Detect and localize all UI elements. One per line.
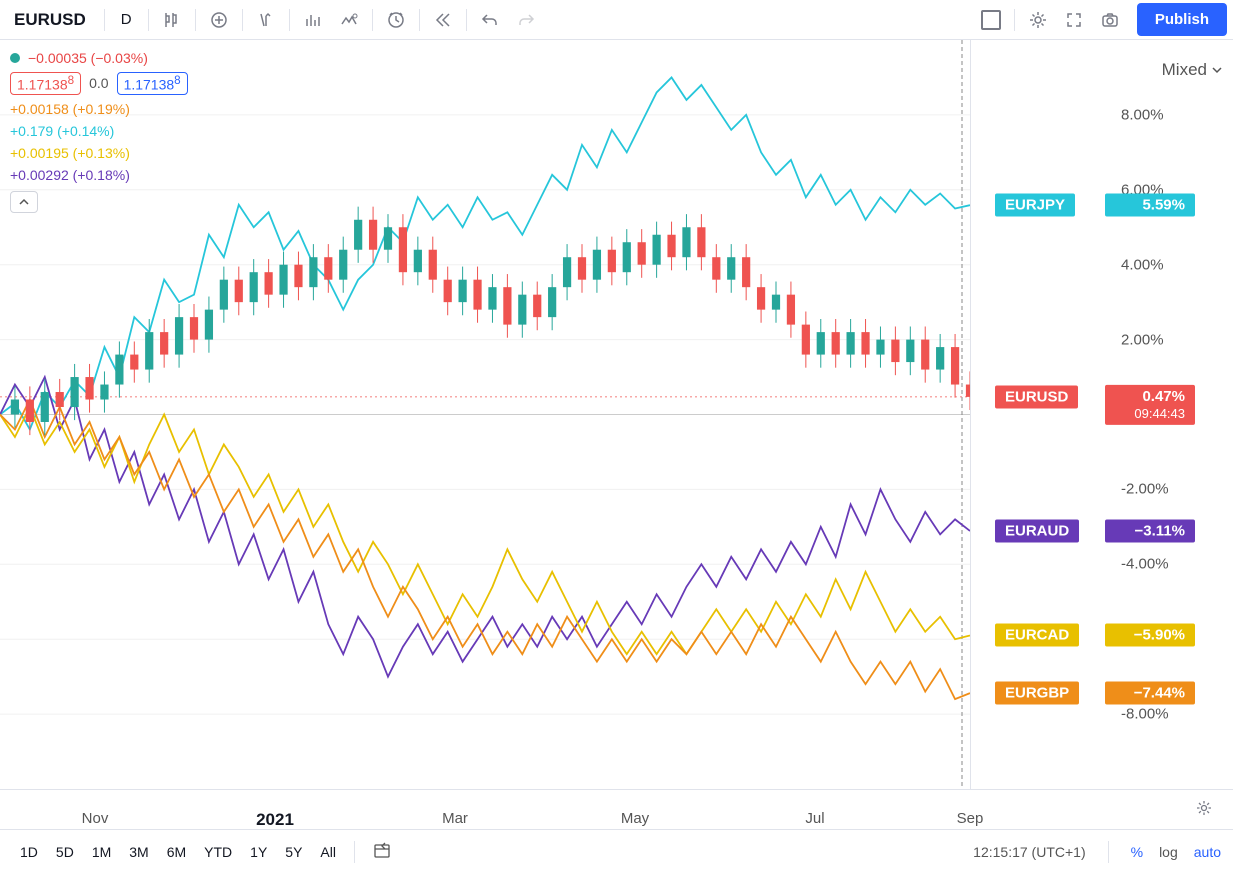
- redo-icon[interactable]: [509, 3, 543, 37]
- collapse-legend-button[interactable]: [10, 191, 38, 213]
- compare-icon[interactable]: [202, 3, 236, 37]
- y-axis[interactable]: Mixed -8.00%-6.00%-4.00%-2.00%0.00%2.00%…: [970, 40, 1233, 789]
- separator: [242, 9, 243, 31]
- separator: [354, 841, 355, 863]
- percent-toggle[interactable]: %: [1131, 844, 1143, 860]
- toolbar: EURUSD D Publish: [0, 0, 1233, 40]
- fullscreen-icon[interactable]: [1057, 3, 1091, 37]
- range-5d[interactable]: 5D: [48, 838, 82, 866]
- series-value-eurjpy: 5.59%: [1105, 194, 1195, 217]
- separator: [419, 9, 420, 31]
- undo-icon[interactable]: [473, 3, 507, 37]
- replay-icon[interactable]: [426, 3, 460, 37]
- separator: [148, 9, 149, 31]
- separator: [289, 9, 290, 31]
- series-tag-eurcad[interactable]: EURCAD: [995, 624, 1079, 647]
- series-value-eurusd: 0.47%09:44:43: [1105, 385, 1195, 426]
- x-tick: May: [621, 810, 649, 827]
- layout-icon[interactable]: [974, 3, 1008, 37]
- candles-icon[interactable]: [155, 3, 189, 37]
- spread: 0.0: [89, 75, 108, 91]
- legend-series-change: +0.00195 (+0.13%): [10, 145, 188, 161]
- legend: −0.00035 (−0.03%) 1.171388 0.0 1.171388 …: [10, 50, 188, 213]
- range-1m[interactable]: 1M: [84, 838, 119, 866]
- chart-pane[interactable]: −0.00035 (−0.03%) 1.171388 0.0 1.171388 …: [0, 40, 1233, 789]
- goto-date-icon[interactable]: [365, 835, 399, 868]
- legend-series-change: +0.00158 (+0.19%): [10, 101, 188, 117]
- publish-button[interactable]: Publish: [1137, 3, 1227, 36]
- separator: [372, 9, 373, 31]
- y-tick: -2.00%: [1121, 481, 1169, 498]
- axis-settings-icon[interactable]: [1195, 799, 1213, 820]
- y-tick: 4.00%: [1121, 256, 1164, 273]
- range-1y[interactable]: 1Y: [242, 838, 275, 866]
- range-all[interactable]: All: [312, 838, 344, 866]
- legend-dot: [10, 53, 20, 63]
- y-tick: 2.00%: [1121, 331, 1164, 348]
- templates-icon[interactable]: [332, 3, 366, 37]
- series-value-euraud: −3.11%: [1105, 519, 1195, 542]
- x-tick: Mar: [442, 810, 468, 827]
- series-tag-eurgbp[interactable]: EURGBP: [995, 682, 1079, 705]
- series-value-eurgbp: −7.44%: [1105, 682, 1195, 705]
- series-value-eurcad: −5.90%: [1105, 624, 1195, 647]
- interval-selector[interactable]: D: [111, 11, 142, 28]
- indicators-icon[interactable]: [249, 3, 283, 37]
- separator: [1014, 9, 1015, 31]
- range-3m[interactable]: 3M: [121, 838, 156, 866]
- x-axis[interactable]: Nov 2021 Mar May Jul Sep: [0, 789, 1233, 829]
- footer: 1D5D1M3M6MYTD1Y5YAll 12:15:17 (UTC+1) % …: [0, 829, 1233, 873]
- separator: [104, 9, 105, 31]
- separator: [195, 9, 196, 31]
- scale-mode[interactable]: Mixed: [1162, 60, 1223, 80]
- chart-area: −0.00035 (−0.03%) 1.171388 0.0 1.171388 …: [0, 40, 1233, 829]
- separator: [1108, 841, 1109, 863]
- range-6m[interactable]: 6M: [159, 838, 194, 866]
- y-tick: 8.00%: [1121, 106, 1164, 123]
- settings-icon[interactable]: [1021, 3, 1055, 37]
- range-ytd[interactable]: YTD: [196, 838, 240, 866]
- symbol-name[interactable]: EURUSD: [6, 10, 98, 30]
- ask-box: 1.171388: [117, 72, 188, 95]
- auto-toggle[interactable]: auto: [1194, 844, 1221, 860]
- series-tag-euraud[interactable]: EURAUD: [995, 519, 1079, 542]
- series-tag-eurusd[interactable]: EURUSD: [995, 385, 1078, 408]
- legend-series-change: +0.179 (+0.14%): [10, 123, 188, 139]
- range-1d[interactable]: 1D: [12, 838, 46, 866]
- alert-icon[interactable]: [379, 3, 413, 37]
- x-tick: Jul: [805, 810, 824, 827]
- legend-main-change: −0.00035 (−0.03%): [28, 50, 148, 66]
- financials-icon[interactable]: [296, 3, 330, 37]
- bid-box: 1.171388: [10, 72, 81, 95]
- legend-series-change: +0.00292 (+0.18%): [10, 167, 188, 183]
- series-tag-eurjpy[interactable]: EURJPY: [995, 194, 1075, 217]
- x-tick: Sep: [957, 810, 984, 827]
- x-tick: Nov: [82, 810, 109, 827]
- log-toggle[interactable]: log: [1159, 844, 1178, 860]
- separator: [466, 9, 467, 31]
- clock[interactable]: 12:15:17 (UTC+1): [973, 844, 1085, 860]
- plot-area[interactable]: −0.00035 (−0.03%) 1.171388 0.0 1.171388 …: [0, 40, 970, 789]
- snapshot-icon[interactable]: [1093, 3, 1127, 37]
- x-tick: 2021: [256, 810, 294, 830]
- y-tick: -8.00%: [1121, 706, 1169, 723]
- y-tick: -4.00%: [1121, 556, 1169, 573]
- range-5y[interactable]: 5Y: [277, 838, 310, 866]
